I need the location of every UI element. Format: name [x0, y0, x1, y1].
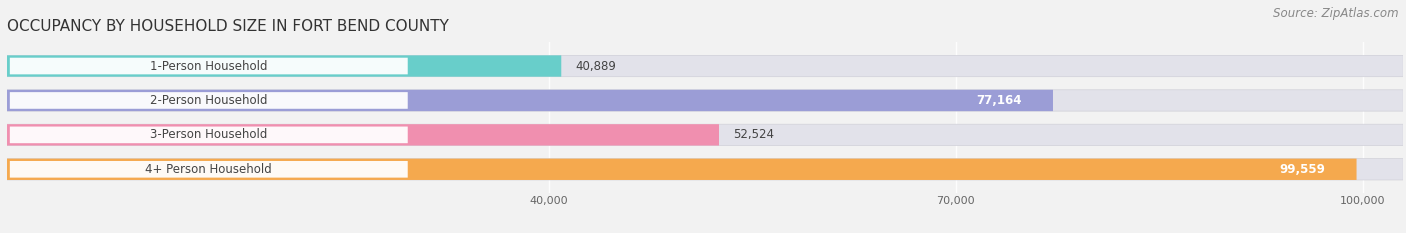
FancyBboxPatch shape: [950, 93, 1046, 108]
FancyBboxPatch shape: [7, 124, 718, 146]
Text: 2-Person Household: 2-Person Household: [150, 94, 267, 107]
FancyBboxPatch shape: [7, 55, 561, 77]
Text: 99,559: 99,559: [1279, 163, 1324, 176]
FancyBboxPatch shape: [7, 90, 1403, 111]
FancyBboxPatch shape: [7, 90, 1053, 111]
Text: 40,889: 40,889: [575, 60, 616, 72]
Text: 77,164: 77,164: [976, 94, 1021, 107]
FancyBboxPatch shape: [1254, 162, 1350, 177]
FancyBboxPatch shape: [7, 55, 1403, 77]
FancyBboxPatch shape: [10, 92, 408, 109]
FancyBboxPatch shape: [10, 127, 408, 143]
FancyBboxPatch shape: [7, 124, 1403, 146]
FancyBboxPatch shape: [7, 159, 1357, 180]
Text: 3-Person Household: 3-Person Household: [150, 128, 267, 141]
FancyBboxPatch shape: [10, 161, 408, 178]
Text: Source: ZipAtlas.com: Source: ZipAtlas.com: [1274, 7, 1399, 20]
Text: OCCUPANCY BY HOUSEHOLD SIZE IN FORT BEND COUNTY: OCCUPANCY BY HOUSEHOLD SIZE IN FORT BEND…: [7, 19, 449, 34]
Text: 4+ Person Household: 4+ Person Household: [145, 163, 273, 176]
Text: 1-Person Household: 1-Person Household: [150, 60, 267, 72]
FancyBboxPatch shape: [10, 58, 408, 74]
FancyBboxPatch shape: [7, 159, 1403, 180]
Text: 52,524: 52,524: [733, 128, 773, 141]
